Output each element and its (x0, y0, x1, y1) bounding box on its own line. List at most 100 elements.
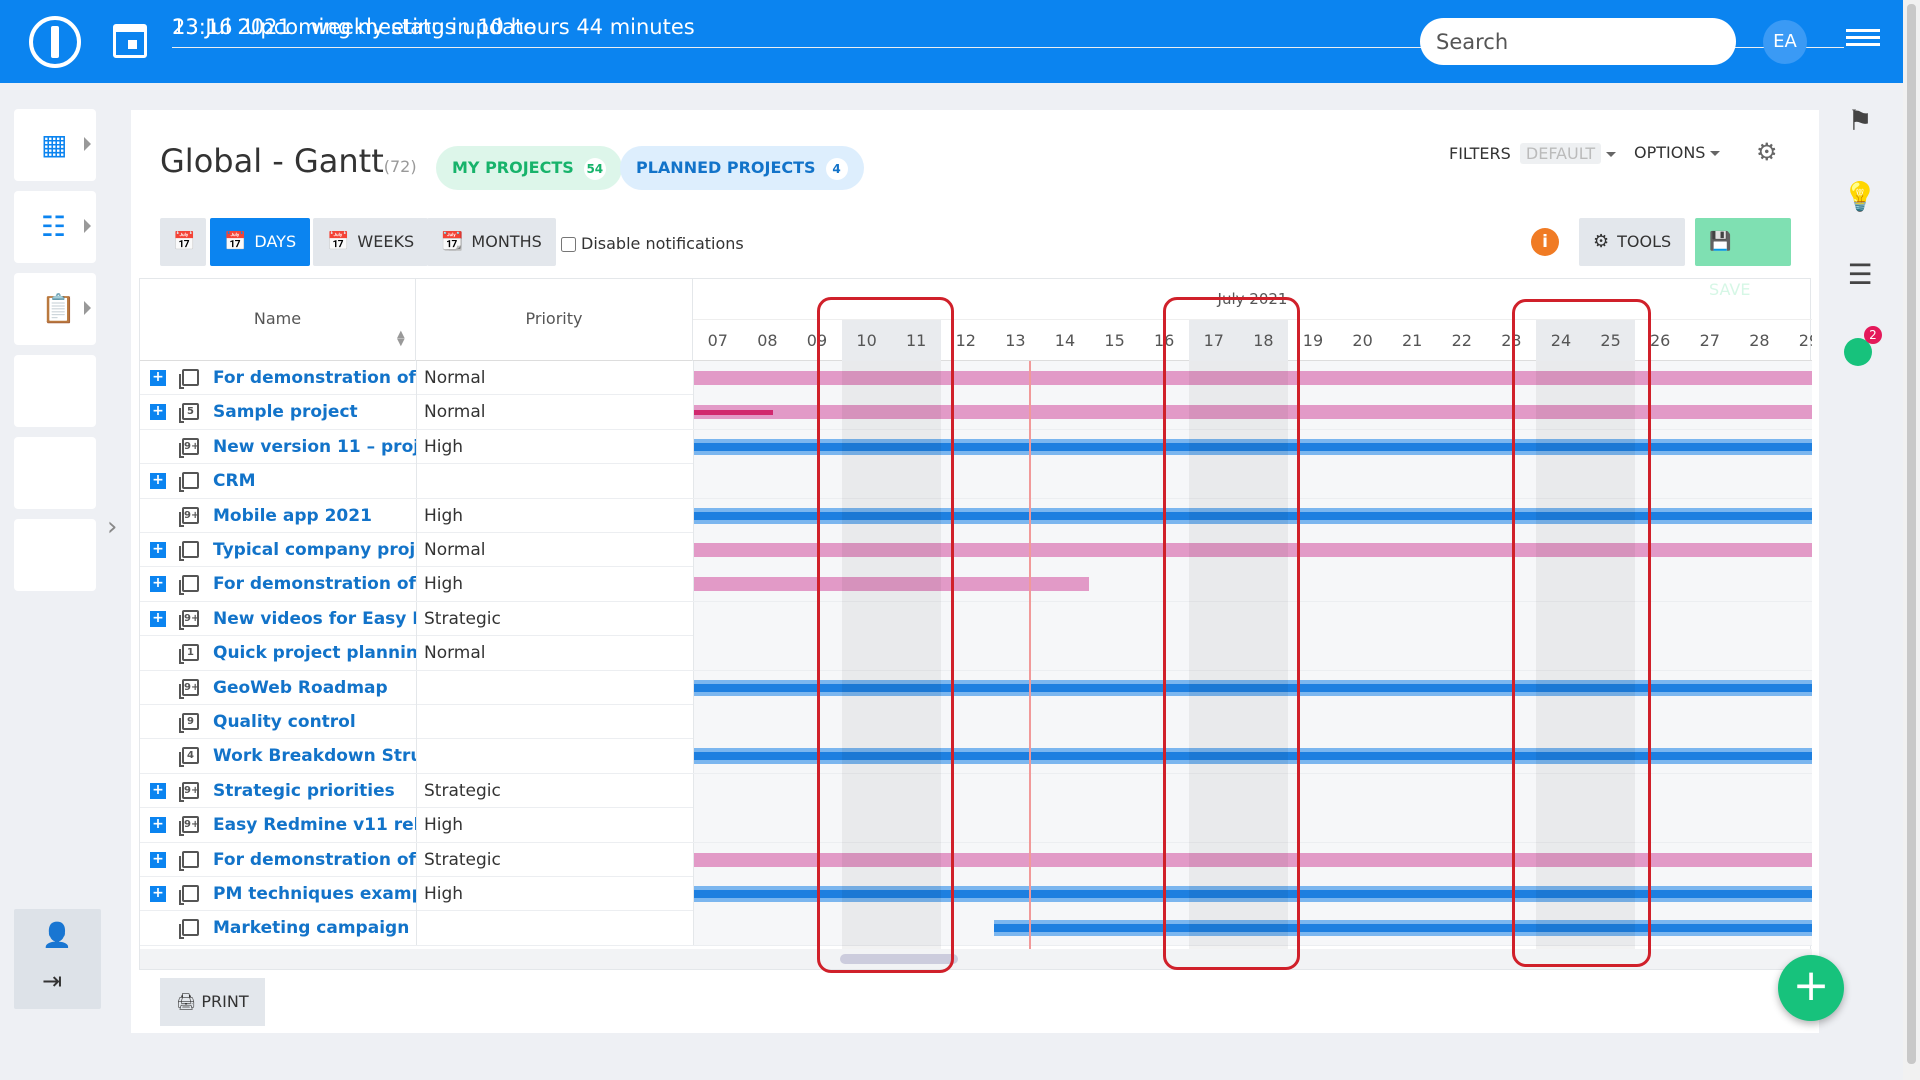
table-row[interactable]: 9+ GeoWeb Roadmap (140, 670, 1812, 705)
sidebar-item-dashboard[interactable]: ▦ (14, 109, 96, 181)
print-button[interactable]: 🖨 PRINT (160, 978, 265, 1026)
timeline-cell[interactable] (693, 567, 1812, 602)
disable-notifications-input[interactable] (561, 237, 576, 252)
logout-icon[interactable]: ⇥ (42, 967, 63, 995)
my-projects-tab[interactable]: MY PROJECTS 54 (436, 146, 622, 190)
expand-icon[interactable]: + (150, 576, 166, 593)
project-name[interactable]: GeoWeb Roadmap (213, 677, 388, 698)
scrollbar-thumb[interactable] (840, 954, 958, 964)
sidebar-expand-chevron-icon[interactable]: › (107, 512, 118, 542)
expand-icon[interactable]: + (150, 886, 166, 902)
project-name[interactable]: Mobile app 2021 (213, 505, 372, 526)
sort-icon[interactable]: ▲ ▼ (397, 329, 405, 348)
timeline-cell[interactable] (693, 773, 1812, 808)
months-button[interactable]: 📆 MONTHS (427, 218, 556, 266)
table-row[interactable]: 9+ New version 11 – projecHigh (140, 429, 1812, 465)
checklist-icon[interactable]: ☰ (1847, 258, 1873, 291)
sidebar-item-tasks[interactable]: 📋 (14, 273, 96, 345)
tools-button[interactable]: ⚙ TOOLS (1579, 218, 1686, 266)
project-name[interactable]: PM techniques example (213, 884, 416, 904)
project-name[interactable]: CRM (213, 471, 256, 492)
hamburger-menu-icon[interactable] (1846, 29, 1880, 53)
sidebar-item-hierarchy[interactable]: ☷ (14, 191, 96, 263)
project-name[interactable]: Marketing campaign Q3 (213, 918, 416, 939)
gantt-bar[interactable] (694, 405, 1812, 420)
table-row[interactable]: + CRM (140, 464, 1812, 499)
project-name[interactable]: Typical company project (213, 540, 416, 560)
timeline-cell[interactable] (693, 636, 1812, 671)
lightbulb-icon[interactable]: 💡 (1842, 180, 1878, 213)
table-row[interactable]: 1 Quick project planning Normal (140, 636, 1812, 671)
column-header-name[interactable]: Name (140, 279, 416, 361)
gantt-bar[interactable] (694, 543, 1812, 557)
gear-icon[interactable]: ⚙ (1756, 138, 1778, 166)
project-name[interactable]: Quality control (213, 712, 356, 732)
table-row[interactable]: + For demonstration of BuNormal (140, 361, 1812, 396)
table-row[interactable]: +9+ New videos for Easy RedStrategic (140, 601, 1812, 637)
timeline-cell[interactable] (693, 911, 1812, 946)
timeline-cell[interactable] (693, 705, 1812, 739)
project-name[interactable]: Sample project (213, 402, 358, 423)
timeline-cell[interactable] (693, 464, 1812, 499)
sidebar-item-empty-3[interactable] (14, 519, 96, 591)
gantt-bar[interactable] (694, 890, 1812, 898)
expand-icon[interactable]: + (150, 817, 166, 834)
project-name[interactable]: For demonstration of Ri (213, 849, 416, 870)
project-name[interactable]: New videos for Easy Red (213, 608, 416, 629)
gantt-bar[interactable] (694, 410, 773, 416)
project-name[interactable]: Easy Redmine v11 relea (213, 815, 416, 836)
expand-icon[interactable]: + (150, 782, 166, 799)
add-button[interactable]: + (1778, 955, 1844, 1021)
gantt-bar[interactable] (694, 752, 1812, 761)
options-dropdown[interactable]: OPTIONS (1634, 143, 1721, 162)
timeline-cell[interactable] (693, 808, 1812, 843)
save-button[interactable]: 💾SAVE (1695, 218, 1791, 299)
gantt-bar[interactable] (694, 577, 1089, 592)
expand-icon[interactable]: + (150, 542, 166, 558)
project-name[interactable]: For demonstration of Re (213, 574, 416, 595)
table-row[interactable]: + For demonstration of RiStrategic (140, 842, 1812, 877)
timeline-cell[interactable] (693, 842, 1812, 877)
timeline-cell[interactable] (693, 601, 1812, 636)
timeline-cell[interactable] (693, 395, 1812, 430)
project-name[interactable]: New version 11 – projec (213, 436, 416, 457)
app-logo-icon[interactable] (29, 16, 81, 68)
days-button[interactable]: 📅 DAYS (210, 218, 311, 266)
page-scrollbar[interactable] (1903, 0, 1920, 1080)
gantt-horizontal-scrollbar[interactable] (140, 949, 1812, 969)
table-row[interactable]: +9+ Easy Redmine v11 releaHigh (140, 808, 1812, 843)
disable-notifications-checkbox[interactable]: Disable notifications (561, 234, 744, 253)
info-icon[interactable]: i (1531, 228, 1559, 256)
timeline-cell[interactable] (693, 361, 1812, 395)
today-button[interactable]: 📅 (160, 218, 206, 266)
project-name[interactable]: Work Breakdown Structu (213, 746, 416, 767)
planned-projects-tab[interactable]: PLANNED PROJECTS 4 (620, 146, 864, 190)
expand-icon[interactable]: + (150, 370, 166, 386)
expand-icon[interactable]: + (150, 404, 166, 421)
gantt-bar[interactable] (694, 511, 1812, 520)
timeline-cell[interactable] (693, 670, 1812, 705)
table-row[interactable]: Marketing campaign Q3 (140, 911, 1812, 946)
flag-icon[interactable]: ⚑ (1847, 104, 1873, 137)
expand-icon[interactable]: + (150, 610, 166, 627)
sidebar-item-empty-2[interactable] (14, 437, 96, 509)
gantt-bar[interactable] (694, 371, 1812, 385)
project-name[interactable]: Quick project planning (213, 643, 416, 664)
timeline-cell[interactable] (693, 429, 1812, 464)
table-row[interactable]: 4 Work Breakdown Structu (140, 739, 1812, 774)
column-header-priority[interactable]: Priority (416, 279, 693, 361)
search-input[interactable] (1420, 18, 1736, 65)
gantt-bar[interactable] (994, 924, 1812, 933)
table-row[interactable]: 9 Quality control (140, 705, 1812, 740)
table-row[interactable]: + For demonstration of ReHigh (140, 567, 1812, 602)
expand-icon[interactable]: + (150, 473, 166, 490)
timeline-cell[interactable] (693, 877, 1812, 911)
add-user-icon[interactable]: 👤 (42, 921, 72, 949)
filters-dropdown[interactable]: FILTERS DEFAULT (1449, 143, 1617, 164)
table-row[interactable]: 9+ Mobile app 2021 High (140, 498, 1812, 533)
timeline-cell[interactable] (693, 739, 1812, 774)
table-row[interactable]: + PM techniques exampleHigh (140, 877, 1812, 912)
calendar-icon[interactable] (113, 24, 147, 58)
weeks-button[interactable]: 📅 WEEKS (313, 218, 429, 266)
